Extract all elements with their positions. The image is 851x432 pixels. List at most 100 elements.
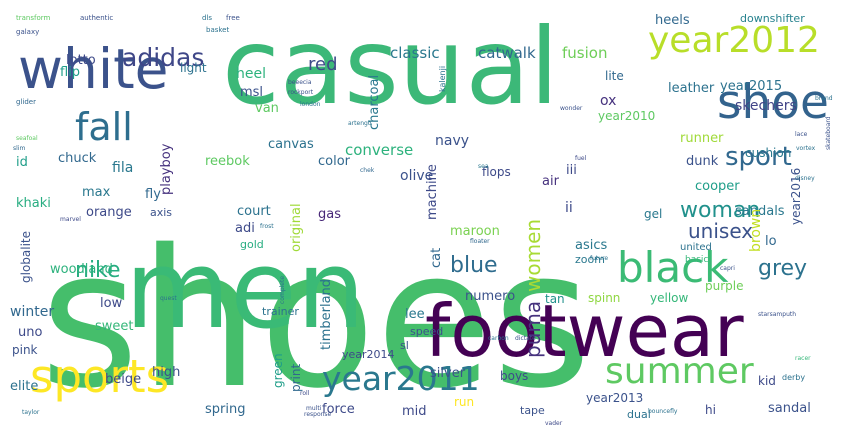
cloud-word-lotto: lotto <box>66 53 96 68</box>
cloud-word-adidas: adidas <box>122 43 204 72</box>
cloud-word-dual: dual <box>627 408 651 421</box>
cloud-word-year2014: year2014 <box>342 348 395 361</box>
cloud-word-london: london <box>300 101 321 108</box>
cloud-word-converse: converse <box>345 141 413 159</box>
cloud-word-ox: ox <box>600 93 616 109</box>
cloud-word-sweet: sweet <box>95 319 134 334</box>
cloud-word-heels: heels <box>655 13 690 28</box>
cloud-word-orange: orange <box>86 205 132 220</box>
cloud-word-flip: flip <box>60 65 80 80</box>
cloud-word-pink: pink <box>12 343 38 357</box>
cloud-word-skechers: skechers <box>735 98 797 114</box>
cloud-word-mid: mid <box>402 404 427 419</box>
cloud-word-sea: sea <box>478 163 489 170</box>
cloud-word-lite: lite <box>605 69 624 83</box>
cloud-word-purple: purple <box>705 279 744 293</box>
cloud-word-khaki: khaki <box>16 196 51 211</box>
cloud-word-id: id <box>16 155 28 170</box>
cloud-word-wonder: wonder <box>560 105 583 112</box>
cloud-word-rockport: rockport <box>288 89 314 96</box>
cloud-word-zoom: zoom <box>575 253 605 266</box>
cloud-word-casual: casual <box>222 6 559 128</box>
cloud-word-catwalk: catwalk <box>478 44 536 62</box>
cloud-word-women: women <box>521 219 545 292</box>
cloud-word-winter: winter <box>10 304 54 320</box>
cloud-word-asics: asics <box>575 238 607 253</box>
cloud-word-artengo: artengo <box>348 120 372 127</box>
cloud-word-lee: lee <box>405 307 425 322</box>
cloud-word-iii: iii <box>566 163 577 178</box>
cloud-word-force: force <box>322 402 355 417</box>
cloud-word-boys: boys <box>500 369 528 383</box>
cloud-word-heel: heel <box>236 66 266 82</box>
cloud-word-roll: roll <box>300 390 310 397</box>
cloud-word-sport: sport <box>725 142 792 172</box>
cloud-word-beeecia: beeecia <box>288 79 312 86</box>
cloud-word-footwear: footwear <box>425 289 744 373</box>
cloud-word-elite: elite <box>10 379 38 394</box>
cloud-word-tan: tan <box>545 292 565 306</box>
cloud-word-basket: basket <box>206 26 229 34</box>
cloud-word-uno: uno <box>18 325 42 340</box>
cloud-word-woodland: woodland <box>50 262 113 277</box>
cloud-word-floater: floater <box>470 238 490 245</box>
cloud-word-summer: summer <box>605 351 754 392</box>
cloud-word-classic: classic <box>390 44 440 62</box>
cloud-word-leather: leather <box>668 81 715 96</box>
cloud-word-brown: brown <box>748 209 764 252</box>
cloud-word-fila: fila <box>112 160 133 176</box>
cloud-word-globalite: globalite <box>19 231 33 283</box>
cloud-word-year2012: year2012 <box>648 20 820 61</box>
cloud-word-speed: speed <box>410 325 443 338</box>
cloud-word-maroon: maroon <box>450 224 500 239</box>
cloud-word-sandal: sandal <box>768 401 811 416</box>
cloud-word-starsamputh: starsamputh <box>758 311 796 318</box>
cloud-word-gel: gel <box>644 207 662 221</box>
cloud-word-tape: tape <box>520 404 545 417</box>
cloud-word-air: air <box>542 174 560 189</box>
cloud-word-cushion: cushion <box>745 146 791 160</box>
cloud-word-galaxy: galaxy <box>16 28 39 36</box>
cloud-word-court: court <box>237 204 271 219</box>
cloud-word-glider: glider <box>16 98 36 106</box>
cloud-word-sandals: sandals <box>735 204 785 219</box>
cloud-word-lace: lace <box>795 131 808 138</box>
cloud-word-machine: machine <box>425 164 440 220</box>
cloud-word-year2011: year2011 <box>322 359 480 398</box>
cloud-word-playboy: playboy <box>159 143 174 195</box>
cloud-word-frost: frost <box>260 223 274 230</box>
cloud-word-vortex: vortex <box>796 145 816 152</box>
cloud-word-low: low <box>100 296 123 311</box>
cloud-word-shoe: shoe <box>717 75 829 130</box>
cloud-word-puma: puma <box>521 301 545 358</box>
cloud-word-downshifter: downshifter <box>740 12 805 25</box>
cloud-word-hi: hi <box>705 403 716 417</box>
cloud-word-yellow: yellow <box>650 291 688 305</box>
cloud-word-canvas: canvas <box>268 137 314 152</box>
cloud-word-unisex: unisex <box>688 219 753 243</box>
cloud-word-year2015: year2015 <box>720 79 782 94</box>
cloud-word-men: men <box>125 228 365 353</box>
cloud-word-navy: navy <box>435 133 469 149</box>
cloud-word-charcoal: charcoal <box>367 75 382 130</box>
cloud-word-timberland: timberland <box>319 279 334 350</box>
cloud-word-red: red <box>308 54 338 75</box>
cloud-word-carbon: carbon <box>488 335 509 342</box>
cloud-word-response: response <box>304 411 332 418</box>
cloud-word-flops: flops <box>482 165 511 179</box>
cloud-word-future: future <box>590 255 608 262</box>
cloud-word-run: run <box>454 395 474 409</box>
cloud-word-silver: silver <box>430 366 466 381</box>
cloud-word-high: high <box>152 365 180 380</box>
cloud-word-van: van <box>255 101 279 116</box>
cloud-word-quest: quest <box>160 295 177 302</box>
cloud-word-taylor: taylor <box>22 409 40 416</box>
cloud-word-spinn: spinn <box>588 291 620 305</box>
cloud-word-woman: woman <box>680 198 760 223</box>
cloud-word-ii: ii <box>565 200 573 216</box>
cloud-word-blue: blue <box>450 253 498 278</box>
cloud-word-dls: dls <box>202 14 212 22</box>
cloud-word-original: original <box>289 203 304 252</box>
cloud-word-cooper: cooper <box>695 179 740 194</box>
